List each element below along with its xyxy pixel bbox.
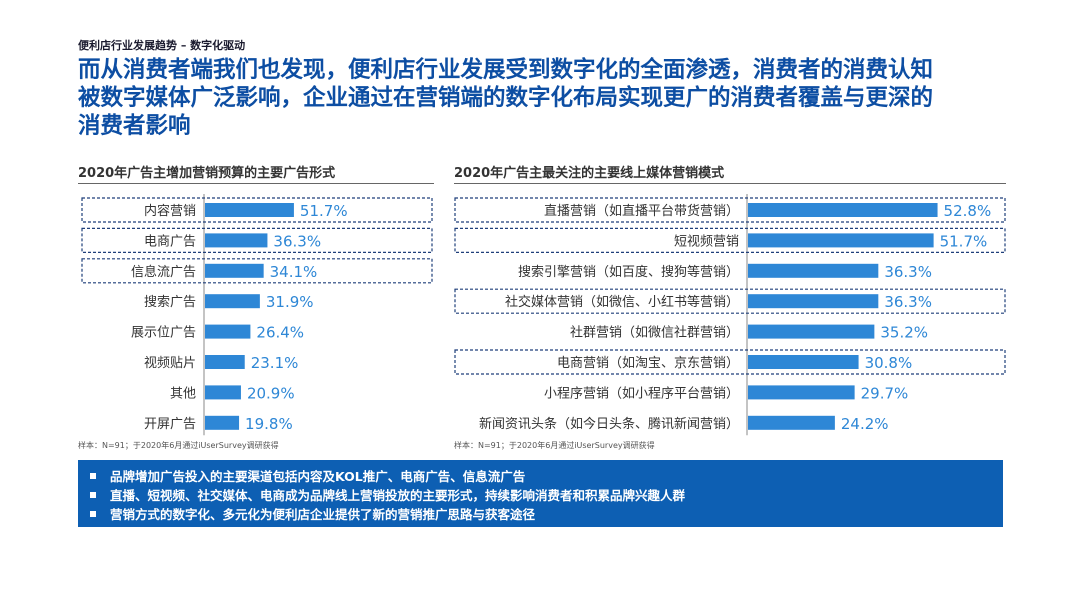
bar xyxy=(748,385,855,400)
bar xyxy=(748,355,859,369)
category-label: 其他 xyxy=(170,386,196,401)
value-label: 36.3% xyxy=(273,232,321,250)
category-label: 直播营销（如直播平台带货营销） xyxy=(544,203,739,219)
highlight-frame xyxy=(454,288,1006,314)
square-bullet-icon xyxy=(90,472,96,479)
highlight-frame xyxy=(454,197,1006,223)
bar xyxy=(205,324,251,339)
category-label: 信息流广告 xyxy=(131,264,196,280)
category-label: 内容营销 xyxy=(144,203,196,219)
value-label: 20.9% xyxy=(247,384,295,402)
highlight-frame xyxy=(81,258,433,284)
breadcrumb: 便利店行业发展趋势 – 数字化驱动 xyxy=(78,39,246,52)
category-label: 社交媒体营销（如微信、小红书等营销） xyxy=(505,294,739,310)
summary-item: 直播、短视频、社交媒体、电商成为品牌线上营销投放的主要形式，持续影响消费者和积累… xyxy=(90,485,991,504)
value-label: 52.8% xyxy=(944,202,992,220)
value-label: 31.9% xyxy=(266,293,314,311)
highlight-frame xyxy=(81,227,433,254)
summary-item: 品牌增加广告投入的主要渠道包括内容及KOL推广、电商广告、信息流广告 xyxy=(90,466,991,485)
summary-text: 直播、短视频、社交媒体、电商成为品牌线上营销投放的主要形式，持续影响消费者和积累… xyxy=(110,488,686,503)
bar xyxy=(748,263,879,278)
square-bullet-icon xyxy=(90,510,96,517)
highlight-frame xyxy=(81,197,433,223)
bar xyxy=(205,233,268,248)
category-label: 小程序营销（如小程序平台营销） xyxy=(544,385,739,401)
category-label: 短视频营销 xyxy=(674,234,739,249)
bar xyxy=(205,294,260,309)
value-label: 51.7% xyxy=(940,232,988,250)
headline-line: 消费者影响 xyxy=(78,113,191,139)
left-bar-chart: 内容营销 51.7% 电商广告 36.3% 信息流广告 34.1% 搜索广告 31.9% 展示位… xyxy=(81,194,433,436)
summary-box: 品牌增加广告投入的主要渠道包括内容及KOL推广、电商广告、信息流广告 直播、短视… xyxy=(78,460,1003,527)
headline-line: 而从消费者端我们也发现，便利店行业发展受到数字化的全面渗透，消费者的消费认知 xyxy=(78,57,934,83)
bar xyxy=(748,415,835,430)
bar xyxy=(748,203,938,217)
right-chart-source: 样本：N=91；于2020年6月通过iUserSurvey调研获得 xyxy=(454,441,655,450)
right-bar-chart: 直播营销（如直播平台带货营销） 52.8% 短视频营销 51.7% 搜索引擎营销（如百度… xyxy=(454,194,1006,436)
category-label: 搜索引擎营销（如百度、搜狗等营销） xyxy=(518,264,739,280)
bar xyxy=(748,233,934,248)
bar xyxy=(205,203,294,217)
category-label: 电商广告 xyxy=(144,234,196,249)
value-label: 34.1% xyxy=(270,263,318,281)
category-label: 电商营销（如淘宝、京东营销） xyxy=(557,355,739,371)
value-label: 29.7% xyxy=(861,384,909,402)
summary-text: 营销方式的数字化、多元化为便利店企业提供了新的营销推广思路与获客途径 xyxy=(110,507,536,522)
category-label: 社群营销（如微信社群营销） xyxy=(570,325,739,341)
value-label: 23.1% xyxy=(251,354,299,372)
category-label: 开屏广告 xyxy=(144,417,196,432)
category-label: 搜索广告 xyxy=(144,295,196,310)
bar xyxy=(748,324,875,339)
value-label: 26.4% xyxy=(256,324,304,342)
highlight-frame xyxy=(454,349,1006,375)
category-label: 视频贴片 xyxy=(144,356,196,371)
left-chart-source: 样本：N=91；于2020年6月通过iUserSurvey调研获得 xyxy=(78,441,279,450)
value-label: 19.8% xyxy=(245,415,293,433)
left-chart-title: 2020年广告主增加营销预算的主要广告形式 xyxy=(78,166,336,181)
category-label: 新闻资讯头条（如今日头条、腾讯新闻营销） xyxy=(479,416,739,432)
left-chart-divider xyxy=(78,183,434,184)
bar xyxy=(205,263,264,278)
headline-line: 被数字媒体广泛影响，企业通过在营销端的数字化布局实现更广的消费者覆盖与更深的 xyxy=(78,85,934,111)
summary-text: 品牌增加广告投入的主要渠道包括内容及KOL推广、电商广告、信息流广告 xyxy=(110,469,526,484)
value-label: 24.2% xyxy=(841,415,889,433)
summary-item: 营销方式的数字化、多元化为便利店企业提供了新的营销推广思路与获客途径 xyxy=(90,504,991,523)
value-label: 36.3% xyxy=(884,293,932,311)
value-label: 30.8% xyxy=(865,354,913,372)
bar xyxy=(205,385,241,400)
bar xyxy=(748,294,879,309)
right-chart-title: 2020年广告主最关注的主要线上媒体营销模式 xyxy=(454,166,725,181)
square-bullet-icon xyxy=(90,491,96,498)
value-label: 36.3% xyxy=(884,263,932,281)
page-headline: 而从消费者端我们也发现，便利店行业发展受到数字化的全面渗透，消费者的消费认知 被… xyxy=(78,56,1018,140)
right-chart-divider xyxy=(454,183,1006,184)
bar xyxy=(205,415,240,430)
bar xyxy=(205,355,245,369)
highlight-frame xyxy=(454,227,1006,254)
value-label: 51.7% xyxy=(300,202,348,220)
value-label: 35.2% xyxy=(880,324,928,342)
category-label: 展示位广告 xyxy=(131,326,196,341)
